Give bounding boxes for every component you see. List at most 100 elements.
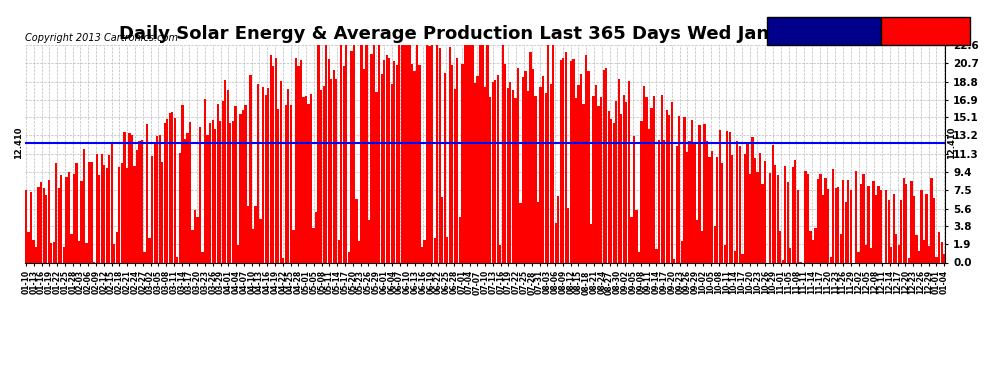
Bar <box>148 238 150 262</box>
Bar <box>173 118 176 262</box>
Bar <box>605 68 607 262</box>
Bar <box>784 165 786 262</box>
Bar <box>764 161 766 262</box>
Bar <box>219 121 222 262</box>
Bar <box>688 141 691 262</box>
Bar <box>525 71 527 262</box>
Bar <box>893 194 895 262</box>
Bar <box>936 256 938 262</box>
Bar <box>557 196 559 262</box>
Bar <box>424 240 426 262</box>
Bar <box>28 232 30 262</box>
Bar <box>60 175 62 262</box>
Bar <box>527 91 529 262</box>
Bar <box>398 45 401 262</box>
Bar <box>789 248 791 262</box>
Bar <box>870 248 872 262</box>
Bar <box>610 119 613 262</box>
Bar <box>385 55 388 262</box>
Bar <box>237 244 239 262</box>
Bar <box>75 163 77 262</box>
Bar <box>854 171 857 262</box>
Bar <box>885 190 887 262</box>
Bar <box>222 101 224 262</box>
Bar <box>724 245 726 262</box>
Bar <box>476 76 479 262</box>
Bar <box>872 181 875 262</box>
Bar <box>146 124 148 262</box>
Bar <box>817 179 819 262</box>
Bar <box>815 228 817 262</box>
Bar <box>245 105 247 262</box>
Bar <box>111 143 113 262</box>
Bar <box>310 94 312 262</box>
Bar <box>419 66 421 262</box>
Bar <box>262 87 264 262</box>
Bar <box>898 244 900 262</box>
Bar <box>434 238 436 262</box>
Bar <box>807 174 809 262</box>
Bar <box>787 182 789 262</box>
Bar <box>522 76 524 262</box>
Bar <box>520 202 522 262</box>
Bar <box>532 69 535 262</box>
Bar <box>179 153 181 262</box>
Bar <box>564 52 567 262</box>
Bar <box>709 157 711 262</box>
Bar <box>835 188 837 262</box>
Bar <box>552 45 554 262</box>
Bar <box>207 135 209 262</box>
Bar <box>388 58 390 262</box>
Bar <box>383 60 385 262</box>
Bar <box>613 123 615 262</box>
Bar <box>338 240 340 262</box>
Bar <box>875 195 877 262</box>
Bar <box>320 90 323 262</box>
Text: 12.410: 12.410 <box>947 127 956 159</box>
Bar <box>743 154 746 262</box>
Bar <box>73 174 75 262</box>
Bar <box>714 226 716 262</box>
Bar <box>600 97 602 262</box>
Bar <box>330 79 333 262</box>
Bar <box>675 146 678 262</box>
Bar <box>769 173 771 262</box>
Bar <box>633 136 635 262</box>
Bar <box>792 166 794 262</box>
Bar <box>742 255 743 262</box>
Bar <box>774 165 776 262</box>
Bar <box>184 139 186 262</box>
Bar <box>461 64 463 262</box>
Bar <box>704 124 706 262</box>
Bar <box>343 66 345 262</box>
Bar <box>38 186 40 262</box>
Bar <box>481 45 484 262</box>
Bar <box>199 127 201 262</box>
Bar <box>235 106 237 262</box>
Bar <box>905 184 908 262</box>
Bar <box>673 259 675 262</box>
Bar <box>751 138 753 262</box>
Bar <box>719 130 721 262</box>
Bar <box>363 69 365 262</box>
Bar <box>136 150 139 262</box>
Bar <box>70 234 72 262</box>
Bar <box>838 188 840 262</box>
Bar <box>106 168 108 262</box>
Bar <box>285 105 287 262</box>
Bar <box>212 120 214 262</box>
Bar <box>62 248 65 262</box>
Bar <box>580 74 582 262</box>
Bar <box>25 190 27 262</box>
Bar <box>562 58 564 262</box>
Bar <box>444 74 446 262</box>
Bar <box>567 208 569 262</box>
Bar <box>737 141 739 262</box>
Bar <box>144 252 146 262</box>
Bar <box>598 106 600 262</box>
Bar <box>916 235 918 262</box>
Bar <box>307 104 310 262</box>
Bar <box>277 110 279 262</box>
Bar <box>300 60 302 262</box>
Bar <box>163 123 166 262</box>
